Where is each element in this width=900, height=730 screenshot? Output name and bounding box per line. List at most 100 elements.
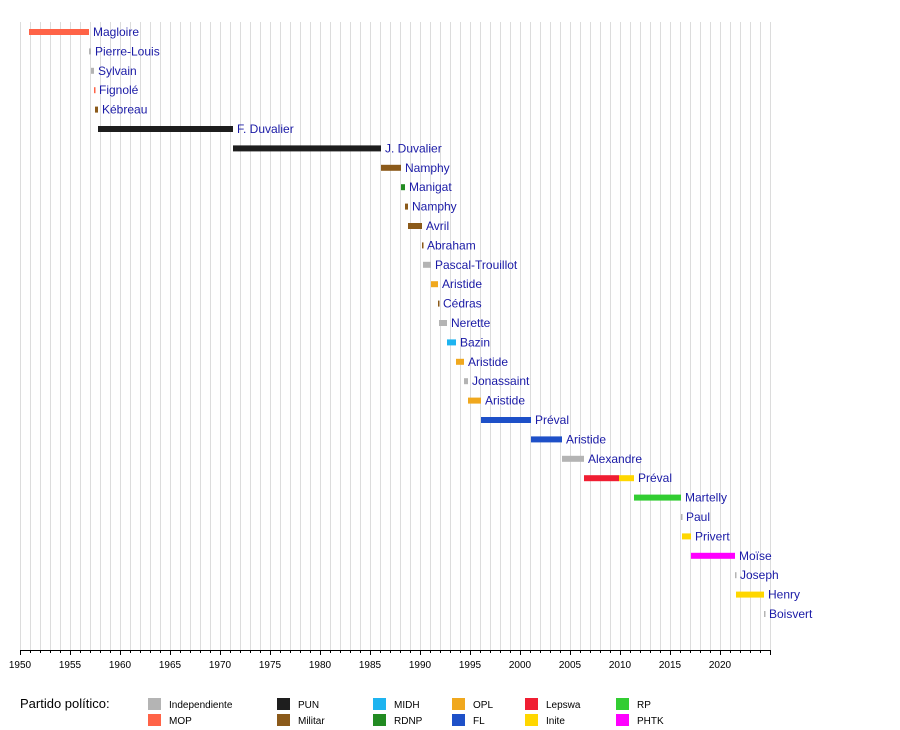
bar-label: Aristide <box>485 394 525 408</box>
bar-label: Avril <box>426 219 449 233</box>
legend-item: PUN <box>277 698 319 711</box>
bar-row: Nerette <box>439 316 491 330</box>
legend-swatch <box>277 714 290 726</box>
bar-segment <box>401 184 405 191</box>
bar-segment <box>29 29 89 35</box>
bar-row: Préval <box>584 471 672 485</box>
bar-segment <box>735 572 737 579</box>
bar-label: Sylvain <box>98 64 137 78</box>
bar-segment <box>682 533 691 540</box>
bar-row: Bazin <box>447 335 490 349</box>
bar-row: Fignolé <box>94 83 139 97</box>
legend-swatch <box>373 698 386 710</box>
legend-item: PHTK <box>616 714 664 727</box>
legend-item: RP <box>616 698 651 711</box>
legend-swatch <box>616 698 629 710</box>
bar-row: Namphy <box>405 200 457 214</box>
legend-label: Inite <box>546 716 565 727</box>
bar-label: Aristide <box>566 432 606 446</box>
legend: Partido político: Independiente MOP PUN Mili… <box>20 696 664 727</box>
bar-row: Pascal-Trouillot <box>423 258 518 272</box>
bar-label: Magloire <box>93 25 139 39</box>
bar-segment <box>94 87 96 94</box>
legend-swatch <box>616 714 629 726</box>
bar-segment <box>531 436 562 443</box>
legend-item: FL <box>452 714 485 727</box>
bar-segment <box>439 320 447 326</box>
bar-row: Aristide <box>468 394 525 408</box>
bar-row: Boisvert <box>764 607 813 621</box>
x-tick-label: 2005 <box>559 660 582 671</box>
bar-segment <box>464 378 468 385</box>
bar-segment <box>405 203 408 210</box>
x-tick-label: 1950 <box>9 660 32 671</box>
legend-swatch <box>525 714 538 726</box>
legend-swatch <box>452 714 465 726</box>
bar-segment <box>423 261 431 268</box>
bar-label: Aristide <box>442 277 482 291</box>
legend-label: RDNP <box>394 716 423 727</box>
x-tick-label: 1985 <box>359 660 382 671</box>
bar-row: Abraham <box>422 238 476 252</box>
legend-item: Lepswa <box>525 698 581 711</box>
bar-segment <box>447 339 456 346</box>
x-tick-label: 2000 <box>509 660 532 671</box>
bar-segment <box>89 48 91 55</box>
legend-label: FL <box>473 716 485 727</box>
bar-segment <box>634 494 681 501</box>
x-tick-label: 1975 <box>259 660 282 671</box>
bar-row: Préval <box>481 413 569 427</box>
bar-label: J. Duvalier <box>385 141 442 155</box>
x-tick-label: 2015 <box>659 660 682 671</box>
bar-label: Aristide <box>468 355 508 369</box>
bar-label: Moïse <box>739 549 772 563</box>
bar-label: Kébreau <box>102 103 147 117</box>
bar-label: Préval <box>638 471 672 485</box>
bar-row: Namphy <box>381 161 450 175</box>
bar-row: F. Duvalier <box>98 122 294 136</box>
legend-swatch <box>452 698 465 710</box>
legend-label: PUN <box>298 700 319 711</box>
bar-segment <box>691 552 735 559</box>
legend-label: Militar <box>298 716 325 727</box>
bar-segment <box>456 358 464 365</box>
bar-segment <box>422 242 424 249</box>
bar-label: Nerette <box>451 316 491 330</box>
bar-label: Préval <box>535 413 569 427</box>
legend-item: Independiente <box>148 698 233 711</box>
bar-segment <box>98 126 233 132</box>
bar-label: Manigat <box>409 180 452 194</box>
bar-segment <box>233 145 381 152</box>
bar-segment <box>764 611 766 617</box>
legend-label: Independiente <box>169 700 233 711</box>
bar-label: Alexandre <box>588 452 642 466</box>
bar-label: Fignolé <box>99 83 139 97</box>
x-tick-label: 2020 <box>709 660 732 671</box>
bar-label: Jonassaint <box>472 374 530 388</box>
legend-label: MOP <box>169 716 192 727</box>
legend-label: Lepswa <box>546 700 581 711</box>
bar-label: Cédras <box>443 297 482 311</box>
bar-row: Paul <box>681 510 710 524</box>
bar-row: J. Duvalier <box>233 141 442 155</box>
bar-label: Henry <box>768 588 800 602</box>
bar-segment <box>381 164 401 171</box>
bar-row: Joseph <box>735 568 779 582</box>
bar-row: Martelly <box>634 491 727 505</box>
bar-label: Namphy <box>405 161 450 175</box>
bar-row: Cédras <box>438 297 482 311</box>
legend-label: RP <box>637 700 651 711</box>
bar-segment <box>481 417 531 423</box>
bar-segment <box>584 475 619 482</box>
bar-row: Jonassaint <box>464 374 530 388</box>
bar-segment <box>408 223 422 229</box>
x-tick-label: 2010 <box>609 660 632 671</box>
bar-segment <box>95 106 98 113</box>
bars: Magloire Pierre-Louis Sylvain Fignolé Kébrea… <box>29 25 813 621</box>
bar-segment <box>736 591 764 598</box>
legend-item: MIDH <box>373 698 420 711</box>
bar-label: Abraham <box>427 238 476 252</box>
bar-label: Pierre-Louis <box>95 44 160 58</box>
bar-label: Namphy <box>412 200 457 214</box>
